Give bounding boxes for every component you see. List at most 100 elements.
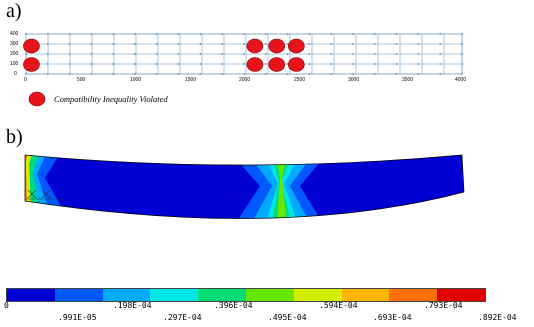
- grid-node: [439, 73, 442, 75]
- grid-node: [155, 53, 158, 55]
- grid-node: [25, 53, 27, 55]
- legend-text: Compatibility Inequality Violated: [54, 94, 168, 104]
- grid-node: [461, 33, 463, 35]
- grid-node: [134, 63, 136, 65]
- grid-node: [243, 43, 245, 45]
- grid-node: [155, 63, 158, 65]
- violation-marker-1: [23, 57, 40, 72]
- support-markers: [26, 189, 64, 200]
- grid-node: [352, 53, 354, 55]
- grid-node: [112, 33, 115, 35]
- grid-node: [417, 63, 420, 65]
- colorbar-label-991e-05: .991E-05: [58, 313, 97, 322]
- grid-node: [68, 43, 71, 45]
- grid-node: [373, 43, 376, 45]
- grid-node: [134, 43, 136, 45]
- x-tick-4000: 4000: [455, 77, 467, 83]
- panel-a-grid-chart: 400 300 200 100 0: [0, 28, 534, 83]
- violation-marker-6: [288, 38, 305, 54]
- grid-node: [68, 63, 71, 65]
- grid-node: [134, 33, 136, 35]
- grid-node: [221, 53, 224, 55]
- grid-node: [439, 43, 442, 45]
- grid-node: [112, 63, 115, 65]
- grid-node: [417, 33, 420, 35]
- colorbar-label-396e-04: .396E-04: [214, 301, 253, 310]
- center-contour-5: [276, 155, 288, 219]
- grid-node: [199, 63, 202, 65]
- colorbar-label-693e-04: .693E-04: [373, 313, 412, 322]
- colorbar-label-0: 0: [4, 301, 9, 310]
- y-tick-100: 100: [10, 61, 19, 67]
- y-tick-300: 300: [10, 41, 19, 47]
- grid-node: [373, 33, 376, 35]
- grid-node: [373, 63, 376, 65]
- grid-node: [395, 33, 398, 35]
- grid-node: [90, 53, 93, 55]
- grid-node: [68, 73, 71, 75]
- colorbar-segment-1: [54, 289, 103, 301]
- grid-node: [330, 63, 333, 65]
- grid-node: [199, 33, 202, 35]
- grid-node: [177, 43, 180, 45]
- grid-node: [286, 43, 289, 45]
- grid-node: [199, 73, 202, 75]
- colorbar-segment-0: [7, 289, 55, 301]
- grid-node: [330, 73, 333, 75]
- grid-node: [221, 33, 224, 35]
- grid-node: [68, 33, 71, 35]
- colorbar-label-892e-04: .892E-04: [478, 313, 517, 322]
- left-support-contour-4: [25, 155, 33, 208]
- x-tick-1500: 1500: [185, 77, 197, 83]
- x-tick-3500: 3500: [402, 77, 414, 83]
- y-tick-0: 0: [14, 71, 17, 77]
- beam-outline: [24, 154, 465, 219]
- grid-node: [221, 63, 224, 65]
- colorbar-segment-6: [293, 289, 342, 301]
- grid-node: [221, 73, 224, 75]
- grid-node: [417, 53, 420, 55]
- grid-node: [199, 53, 202, 55]
- grid-node: [46, 63, 49, 65]
- left-support-contour-5: [25, 155, 29, 208]
- colorbar-label-495e-04: .495E-04: [268, 313, 307, 322]
- colorbar-label-297e-04: .297E-04: [163, 313, 202, 322]
- colorbar-segment-7: [341, 289, 390, 301]
- grid-node: [308, 63, 311, 65]
- grid-node: [308, 53, 311, 55]
- grid-node: [177, 73, 180, 75]
- violation-marker-3: [246, 57, 264, 72]
- grid-node: [308, 43, 311, 45]
- grid-node: [155, 33, 158, 35]
- grid-node: [264, 63, 267, 65]
- grid-node: [46, 73, 49, 75]
- violation-marker-7: [288, 57, 305, 72]
- colorbar: [6, 288, 486, 302]
- grid-node: [243, 63, 245, 65]
- grid-node: [395, 43, 398, 45]
- colorbar-label-198e-04: .198E-04: [113, 301, 152, 310]
- x-tick-2000: 2000: [239, 77, 251, 83]
- grid-node: [90, 63, 93, 65]
- grid-node: [395, 53, 398, 55]
- grid-node: [243, 33, 245, 35]
- violation-marker-2: [246, 38, 264, 54]
- colorbar-segment-3: [150, 289, 199, 301]
- colorbar-segment-8: [389, 289, 438, 301]
- grid-node: [46, 53, 49, 55]
- grid-node: [112, 43, 115, 45]
- grid-node: [330, 53, 333, 55]
- violation-markers: [23, 38, 305, 72]
- grid-node: [395, 63, 398, 65]
- y-tick-400: 400: [10, 31, 19, 37]
- grid-node: [112, 73, 115, 75]
- colorbar-label-793e-04: .793E-04: [424, 301, 463, 310]
- x-tick-2500: 2500: [294, 77, 306, 83]
- grid-node: [395, 73, 398, 75]
- grid-node: [25, 33, 27, 35]
- grid-node: [352, 43, 354, 45]
- grid-node: [286, 73, 289, 75]
- grid-node: [439, 63, 442, 65]
- grid-node: [264, 43, 267, 45]
- grid-node: [199, 43, 202, 45]
